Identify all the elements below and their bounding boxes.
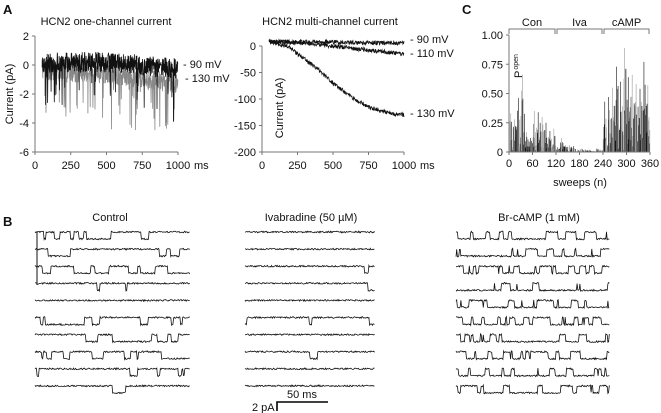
y-tick-label: -50 <box>240 68 256 80</box>
chart-title: HCN2 multi-channel current <box>262 16 398 28</box>
sweep-trace <box>245 247 375 251</box>
x-unit-label: ms <box>420 160 435 172</box>
x-axis-label: sweeps (n) <box>553 177 607 189</box>
sweep-trace <box>245 281 375 292</box>
sweep-trace <box>34 333 190 344</box>
single-channel-traces: Control Ivabradine (50 µM) Br-cAMP (1 mM… <box>34 212 610 413</box>
y-tick-label: -100 <box>234 94 256 106</box>
panel-label-a: A <box>3 2 13 17</box>
scale-bar-time-label: 50 ms <box>287 389 317 401</box>
sweep-trace <box>244 263 375 274</box>
panel-label-b: B <box>3 214 12 229</box>
sweep-trace <box>34 247 190 258</box>
y-tick-label: 0 <box>250 41 256 53</box>
sweep-trace <box>34 315 190 327</box>
sweep-trace <box>34 264 191 275</box>
sweep-trace <box>244 230 375 234</box>
chart-title: HCN2 one-channel current <box>41 16 172 28</box>
sweep-trace <box>455 367 610 378</box>
group-label: cAMP <box>612 17 641 29</box>
x-tick-label: 120 <box>547 158 565 170</box>
x-tick-label: 500 <box>97 160 115 172</box>
group-bracket <box>603 28 650 34</box>
scale-bar-current-label: 2 pA <box>252 402 275 413</box>
sweep-trace <box>34 384 190 395</box>
x-tick-label: 0 <box>259 160 265 172</box>
x-tick-label: 0 <box>506 158 512 170</box>
sweep-trace <box>244 298 375 302</box>
x-tick-label: 300 <box>617 158 635 170</box>
x-tick-label: 250 <box>288 160 306 172</box>
y-tick-label: 0 <box>497 147 503 159</box>
y-tick-label: -150 <box>234 121 256 133</box>
x-tick-label: 1000 <box>166 160 190 172</box>
sweep-trace <box>455 349 610 361</box>
y-tick-label: 0 <box>23 60 29 72</box>
y-axis-label: Current (pA) <box>4 64 16 125</box>
y-tick-label: 0.50 <box>482 89 503 101</box>
legend-label-90mv: - 90 mV <box>410 34 449 46</box>
sweep-trace <box>34 230 190 241</box>
sweep-trace <box>455 332 610 344</box>
sweep-trace <box>455 281 610 292</box>
x-tick-label: 250 <box>62 160 80 172</box>
group-label: Con <box>522 17 542 29</box>
x-tick-label: 1000 <box>392 160 416 172</box>
sweep-trace <box>244 316 375 327</box>
current-trace <box>268 38 405 57</box>
y-axis-label: Popen <box>513 54 525 78</box>
current-trace <box>41 51 179 122</box>
scale-bar <box>276 401 328 411</box>
y-tick-label: 0.75 <box>482 59 503 71</box>
y-tick-label: 2 <box>23 31 29 43</box>
condition-title-control: Control <box>92 212 127 224</box>
current-trace <box>268 38 405 118</box>
sweep-trace <box>34 366 190 378</box>
chart-open-probability: Popen sweeps (n) 1.00 0.75 0.50 0.25 00 60 120… <box>482 17 660 189</box>
x-tick-label: 750 <box>133 160 151 172</box>
sweep-trace <box>34 298 190 303</box>
sweep-trace <box>34 350 190 361</box>
x-tick-label: 750 <box>359 160 377 172</box>
y-tick-label: -2 <box>19 89 29 101</box>
sweep-trace <box>244 367 375 371</box>
legend-label-90mv: - 90 mV <box>183 59 222 71</box>
sweep-trace <box>456 315 610 327</box>
y-tick-label: 0.25 <box>482 118 503 130</box>
condition-title-ivabradine: Ivabradine (50 µM) <box>265 212 358 224</box>
y-tick-label: -4 <box>19 118 29 130</box>
x-unit-label: ms <box>194 160 209 172</box>
panel-label-c: C <box>462 2 472 17</box>
y-tick-label: 1.00 <box>482 30 503 42</box>
legend-label-130mv: - 130 mV <box>185 73 230 85</box>
chart-multi-channel-current: HCN2 multi-channel current Current (pA) … <box>234 16 455 172</box>
sweep-trace <box>244 384 375 388</box>
group-label: Iva <box>572 17 588 29</box>
y-tick-label: -6 <box>19 147 29 159</box>
x-tick-label: 500 <box>324 160 342 172</box>
legend-label-130mv: - 130 mV <box>410 108 455 120</box>
x-tick-label: 60 <box>526 158 538 170</box>
group-bracket <box>556 28 603 34</box>
sweep-trace <box>244 333 375 337</box>
sweep-trace <box>455 298 610 310</box>
sweep-trace <box>455 264 610 276</box>
sweep-trace <box>34 281 190 293</box>
group-bracket <box>508 28 556 34</box>
condition-title-brcamp: Br-cAMP (1 mM) <box>498 212 580 224</box>
x-tick-label: 180 <box>570 158 588 170</box>
chart-one-channel-current: HCN2 one-channel current Current (pA) ms… <box>4 16 230 172</box>
y-axis-label: Current (pA) <box>274 78 286 139</box>
sweep-trace <box>244 350 375 361</box>
x-tick-label: 360 <box>641 158 659 170</box>
legend-label-110mv: - 110 mV <box>410 48 454 60</box>
x-tick-label: 240 <box>594 158 612 170</box>
sweep-trace <box>455 230 610 241</box>
x-tick-label: 0 <box>32 160 38 172</box>
sweep-trace <box>455 247 610 258</box>
sweep-trace <box>455 383 610 396</box>
y-tick-label: -200 <box>234 147 256 159</box>
